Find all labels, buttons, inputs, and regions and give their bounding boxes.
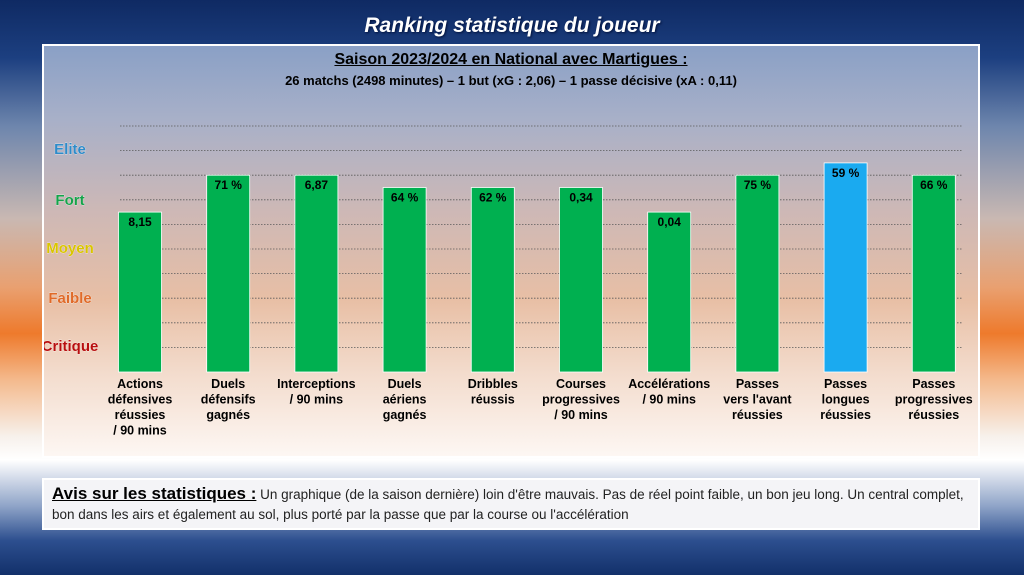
category-label-1-0: Duels: [211, 377, 245, 391]
category-label-1-1: défensifs: [201, 393, 256, 407]
opinion-title: Avis sur les statistiques :: [52, 484, 257, 503]
bar-value-label-5: 0,34: [569, 191, 593, 205]
bar-value-label-6: 0,04: [658, 215, 682, 229]
bar-2: [294, 174, 339, 373]
bar-chart: Elite Fort Moyen Faible Critique 8,15 Actions d…: [44, 125, 973, 438]
category-label-1-2: gagnés: [206, 408, 250, 422]
bar-0: [118, 211, 162, 373]
category-label-5-1: progressives: [542, 393, 620, 407]
category-label-3-0: Duels: [388, 377, 422, 391]
category-label-8-1: longues: [822, 393, 870, 407]
category-label-9-0: Passes: [912, 377, 955, 391]
category-label-0-3: / 90 mins: [113, 424, 167, 438]
category-label-7-1: vers l'avant: [723, 393, 792, 407]
bar-4: [470, 187, 515, 373]
category-label-0-1: défensives: [108, 393, 173, 407]
category-label-7-0: Passes: [736, 377, 779, 391]
category-label-2-0: Interceptions: [277, 377, 356, 391]
category-label-3-2: gagnés: [383, 408, 427, 422]
chart-subtitle: 26 matchs (2498 minutes) – 1 but (xG : 2…: [285, 73, 737, 88]
category-label-6-0: Accélérations: [628, 377, 710, 391]
chart-title: Saison 2023/2024 en National avec Martig…: [334, 51, 688, 68]
bar-value-label-3: 64 %: [391, 191, 419, 205]
opinion-box: Avis sur les statistiques : Un graphique…: [42, 478, 980, 530]
bar-value-label-8: 59 %: [832, 166, 860, 180]
bar-value-label-9: 66 %: [920, 178, 948, 192]
category-label-9-2: réussies: [908, 408, 959, 422]
category-label-8-2: réussies: [820, 408, 871, 422]
level-label-0: Elite: [54, 141, 86, 158]
category-label-5-0: Courses: [556, 377, 606, 391]
bar-9: [911, 174, 956, 373]
category-label-4-1: réussis: [471, 393, 515, 407]
level-label-1: Fort: [55, 192, 84, 209]
category-label-4-0: Dribbles: [468, 377, 518, 391]
category-label-6-1: / 90 mins: [642, 393, 696, 407]
bar-5: [559, 187, 603, 373]
level-label-2: Moyen: [46, 240, 94, 257]
bar-3: [382, 187, 427, 373]
level-label-3: Faible: [48, 290, 91, 307]
category-label-5-2: / 90 mins: [554, 408, 608, 422]
opinion-text: Un graphique (de la saison dernière) loi…: [52, 487, 964, 522]
bar-7: [735, 174, 780, 373]
chart-panel: Saison 2023/2024 en National avec Martig…: [42, 44, 980, 458]
bar-6: [647, 211, 692, 373]
category-label-3-1: aériens: [383, 393, 427, 407]
bar-value-label-0: 8,15: [128, 215, 152, 229]
bar-value-label-1: 71 %: [215, 178, 243, 192]
category-label-2-1: / 90 mins: [290, 393, 344, 407]
bar-8: [823, 162, 868, 373]
page-title: Ranking statistique du joueur: [364, 14, 660, 37]
category-label-0-0: Actions: [117, 377, 163, 391]
bar-value-label-4: 62 %: [479, 191, 507, 205]
bar-value-label-7: 75 %: [744, 178, 772, 192]
bar-value-label-2: 6,87: [305, 178, 329, 192]
category-label-7-2: réussies: [732, 408, 783, 422]
level-label-4: Critique: [44, 338, 98, 355]
category-label-8-0: Passes: [824, 377, 867, 391]
category-label-9-1: progressives: [895, 393, 973, 407]
category-label-0-2: réussies: [115, 408, 166, 422]
bar-1: [206, 174, 251, 373]
